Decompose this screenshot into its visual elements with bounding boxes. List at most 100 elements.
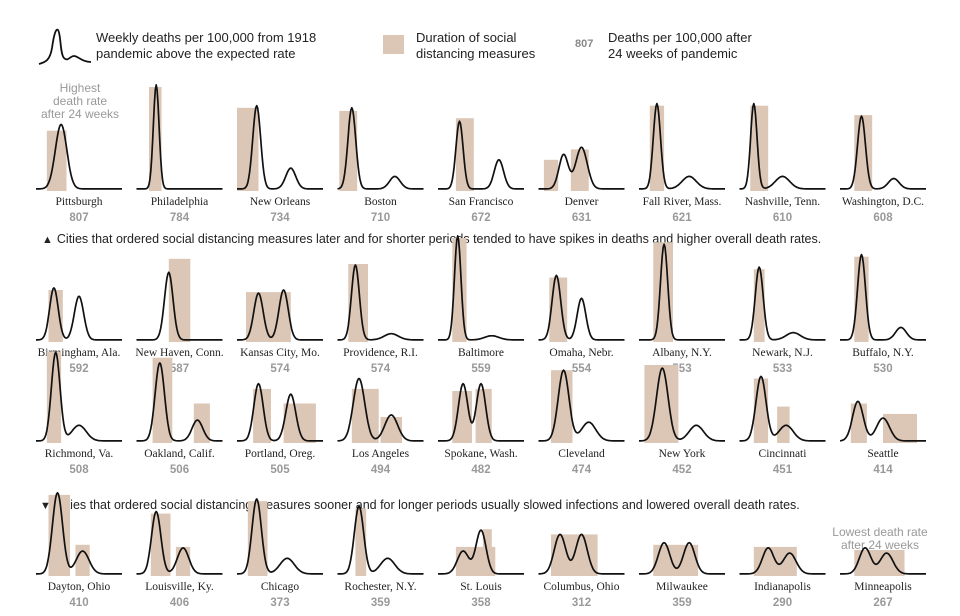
city-dayton-ohio-death-curve bbox=[36, 491, 122, 575]
city-nashville-tenn-distancing-band-1 bbox=[750, 105, 769, 191]
caption-later-text: Cities that ordered social distancing me… bbox=[56, 232, 822, 246]
city-milwaukee-death-curve bbox=[639, 541, 725, 575]
city-louisville-ky-distancing-band-2 bbox=[175, 546, 191, 576]
legend-number-label-1: Deaths per 100,000 after bbox=[608, 30, 752, 45]
city-buffalo-n-y-death-curve bbox=[840, 253, 926, 341]
city-st-louis-value-label: 358 bbox=[471, 597, 491, 609]
city-louisville-ky-value-label: 406 bbox=[170, 597, 189, 609]
city-buffalo-n-y-value-label: 530 bbox=[873, 363, 892, 375]
city-oakland-calif-value-label: 506 bbox=[170, 464, 189, 476]
city-albany-n-y-death-curve bbox=[639, 243, 725, 341]
city-richmond-va-value-label: 508 bbox=[69, 464, 89, 476]
city-philadelphia-value-label: 784 bbox=[170, 212, 190, 224]
city-cincinnati-value-label: 451 bbox=[773, 464, 793, 476]
city-new-york-name-label: New York bbox=[659, 448, 706, 460]
city-san-francisco-death-curve bbox=[438, 120, 524, 190]
city-dayton-ohio-name-label: Dayton, Ohio bbox=[48, 581, 111, 593]
legend-box-swatch bbox=[383, 35, 404, 54]
legend-box-label-2: distancing measures bbox=[416, 46, 536, 61]
city-albany-n-y-name-label: Albany, N.Y. bbox=[652, 347, 712, 359]
city-dayton-ohio-distancing-band-2 bbox=[75, 544, 90, 576]
city-san-francisco-value-label: 672 bbox=[471, 212, 490, 224]
city-portland-oreg-name-label: Portland, Oreg. bbox=[245, 448, 316, 460]
city-washington-d-c-value-label: 608 bbox=[873, 212, 893, 224]
city-cleveland-value-label: 474 bbox=[572, 464, 592, 476]
city-oakland-calif-name-label: Oakland, Calif. bbox=[144, 448, 215, 460]
highest-note-line-1: Highest bbox=[59, 81, 101, 95]
city-minneapolis-death-curve bbox=[840, 546, 926, 575]
city-louisville-ky-distancing-band-1 bbox=[150, 513, 171, 576]
city-seattle-distancing-band-2 bbox=[883, 413, 917, 443]
city-pittsburgh-value-label: 807 bbox=[69, 212, 88, 224]
legend-line-label-1: Weekly deaths per 100,000 from 1918 bbox=[96, 30, 317, 45]
city-new-york-value-label: 452 bbox=[672, 464, 691, 476]
city-chicago-name-label: Chicago bbox=[261, 581, 300, 593]
city-philadelphia-name-label: Philadelphia bbox=[151, 196, 209, 208]
city-dayton-ohio-value-label: 410 bbox=[69, 597, 88, 609]
city-cleveland-death-curve bbox=[538, 369, 625, 442]
city-nashville-tenn-death-curve bbox=[739, 102, 826, 190]
city-los-angeles-death-curve bbox=[337, 377, 424, 442]
city-philadelphia-death-curve bbox=[136, 84, 223, 190]
city-seattle-death-curve bbox=[839, 400, 926, 442]
city-new-haven-conn-distancing-band-1 bbox=[168, 258, 191, 342]
city-omaha-nebr-death-curve bbox=[538, 274, 625, 341]
city-washington-d-c-name-label: Washington, D.C. bbox=[842, 196, 924, 208]
city-fall-river-mass-death-curve bbox=[639, 102, 725, 190]
city-cincinnati-distancing-band-1 bbox=[753, 378, 769, 443]
legend-line-icon bbox=[38, 28, 92, 65]
caption-sooner-text: Cities that ordered social distancing me… bbox=[54, 498, 800, 512]
city-new-orleans-value-label: 734 bbox=[270, 212, 290, 224]
city-boston-death-curve bbox=[337, 106, 424, 190]
city-cincinnati-death-curve bbox=[739, 375, 826, 442]
city-minneapolis-name-label: Minneapolis bbox=[854, 581, 912, 593]
city-buffalo-n-y-name-label: Buffalo, N.Y. bbox=[852, 347, 914, 359]
city-pittsburgh-name-label: Pittsburgh bbox=[55, 196, 102, 208]
city-minneapolis-value-label: 267 bbox=[873, 597, 892, 609]
city-minneapolis-distancing-band-1 bbox=[854, 550, 905, 576]
city-omaha-nebr-distancing-band-1 bbox=[549, 277, 568, 342]
city-los-angeles-name-label: Los Angeles bbox=[352, 448, 410, 460]
city-richmond-va-death-curve bbox=[36, 351, 122, 442]
city-denver-distancing-band-1 bbox=[543, 159, 559, 191]
city-rochester-n-y-death-curve bbox=[337, 505, 424, 575]
city-boston-name-label: Boston bbox=[364, 196, 397, 208]
city-birmingham-ala-value-label: 592 bbox=[69, 363, 88, 375]
city-nashville-tenn-name-label: Nashville, Tenn. bbox=[745, 196, 820, 208]
city-milwaukee-name-label: Milwaukee bbox=[656, 581, 708, 593]
city-new-haven-conn-value-label: 587 bbox=[170, 363, 189, 375]
city-boston-distancing-band-1 bbox=[339, 110, 358, 191]
city-spokane-wash-value-label: 482 bbox=[471, 464, 490, 476]
city-san-francisco-distancing-band-1 bbox=[455, 118, 474, 191]
caption-later-shorter: ▲ Cities that ordered social distancing m… bbox=[42, 232, 821, 246]
city-rochester-n-y-value-label: 359 bbox=[371, 597, 390, 609]
city-spokane-wash-name-label: Spokane, Wash. bbox=[444, 448, 517, 460]
city-oakland-calif-death-curve bbox=[136, 362, 223, 442]
city-columbus-ohio-value-label: 312 bbox=[572, 597, 591, 609]
city-rochester-n-y-distancing-band-1 bbox=[355, 508, 367, 576]
city-cincinnati-distancing-band-2 bbox=[777, 406, 790, 443]
city-cleveland-distancing-band-1 bbox=[551, 370, 573, 443]
city-chicago-value-label: 373 bbox=[270, 597, 289, 609]
up-triangle-icon: ▲ bbox=[42, 234, 53, 246]
city-richmond-va-name-label: Richmond, Va. bbox=[45, 448, 114, 460]
city-spokane-wash-death-curve bbox=[438, 382, 524, 442]
city-baltimore-value-label: 559 bbox=[471, 363, 490, 375]
highest-note-line-2: death rate bbox=[52, 94, 108, 108]
city-omaha-nebr-name-label: Omaha, Nebr. bbox=[549, 347, 613, 359]
city-nashville-tenn-value-label: 610 bbox=[773, 212, 792, 224]
city-new-orleans-name-label: New Orleans bbox=[250, 196, 311, 208]
highest-note-line-3: after 24 weeks bbox=[40, 107, 120, 121]
city-portland-oreg-value-label: 505 bbox=[270, 464, 290, 476]
city-new-haven-conn-name-label: New Haven, Conn. bbox=[135, 347, 223, 359]
city-pittsburgh-distancing-band-1 bbox=[46, 130, 67, 191]
city-indianapolis-value-label: 290 bbox=[773, 597, 792, 609]
city-st-louis-name-label: St. Louis bbox=[460, 581, 502, 593]
city-los-angeles-distancing-band-1 bbox=[351, 388, 379, 443]
city-los-angeles-value-label: 494 bbox=[371, 464, 391, 476]
city-milwaukee-value-label: 359 bbox=[672, 597, 691, 609]
city-spokane-wash-distancing-band-2 bbox=[475, 388, 492, 443]
city-providence-r-i-value-label: 574 bbox=[371, 363, 391, 375]
legend-line-label-2: pandemic above the expected rate bbox=[96, 46, 296, 61]
lowest-note: Lowest death rate after 24 weeks bbox=[810, 526, 950, 552]
